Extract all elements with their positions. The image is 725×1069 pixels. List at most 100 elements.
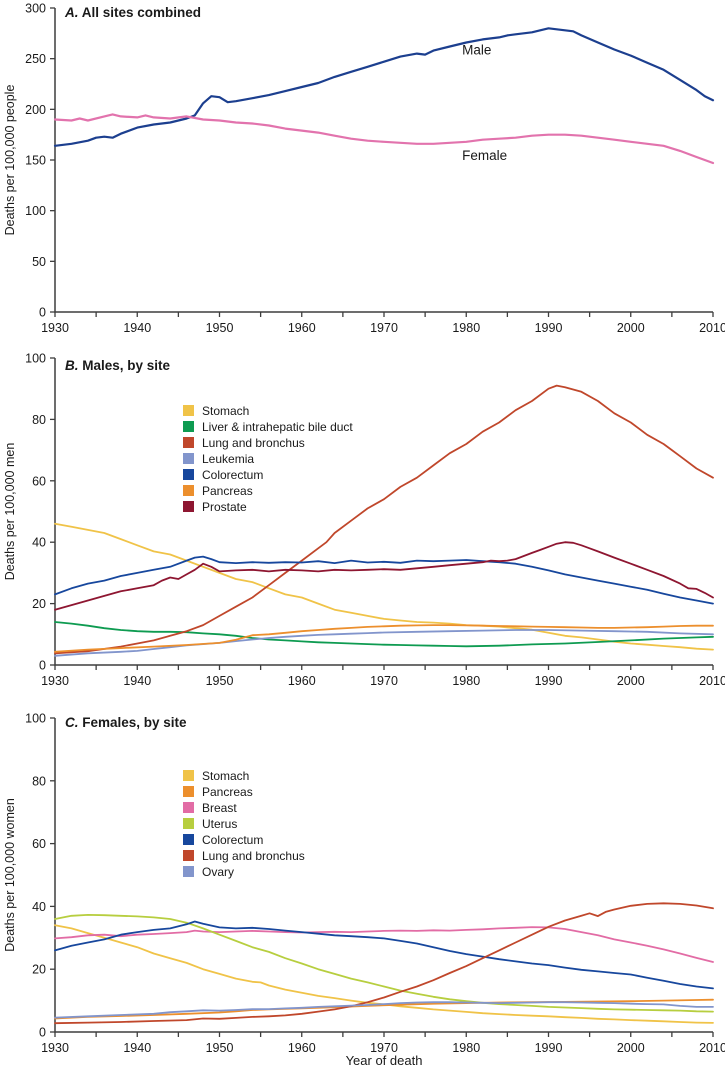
series-line-lung-and-bronchus xyxy=(54,902,714,1025)
y-axis-label: Deaths per 100,000 people xyxy=(3,85,17,236)
x-tick-label: 1960 xyxy=(288,321,316,335)
legend-label-lung-and-bronchus: Lung and bronchus xyxy=(202,849,305,863)
x-tick-label: 1940 xyxy=(123,321,151,335)
y-tick-label: 0 xyxy=(39,1026,46,1040)
y-tick-label: 20 xyxy=(32,963,46,977)
series-line-uterus xyxy=(54,913,714,1013)
x-tick-label: 1980 xyxy=(452,674,480,688)
y-tick-label: 300 xyxy=(25,2,46,16)
y-tick-label: 40 xyxy=(32,900,46,914)
legend-label-uterus: Uterus xyxy=(202,817,237,831)
y-axis-label: Deaths per 100,000 women xyxy=(3,798,17,952)
annotation-female: Female xyxy=(462,148,507,163)
legend-label-colorectum: Colorectum xyxy=(202,468,263,482)
legend-label-liver-intrahepatic-bile-duct: Liver & intrahepatic bile duct xyxy=(202,420,353,434)
x-tick-label: 2010 xyxy=(699,321,725,335)
x-tick-label: 1940 xyxy=(123,1041,151,1055)
legend-swatch-pancreas xyxy=(183,485,194,496)
y-axis-label: Deaths per 100,000 men xyxy=(3,443,17,581)
x-tick-label: 1940 xyxy=(123,674,151,688)
panel-c: 0 20 40 60 80 100 1930 1940 1950 1960 1970 1980 1990… xyxy=(0,700,725,1069)
series-line-leukemia xyxy=(54,629,714,657)
panel-a-chart: 0 50 100 150 200 250 300 1930 1940 1950 1960 1970 19… xyxy=(3,2,725,336)
x-tick-label: 2000 xyxy=(617,1041,645,1055)
legend-swatch-lung-and-bronchus xyxy=(183,437,194,448)
y-tick-label: 200 xyxy=(25,103,46,117)
y-tick-label: 20 xyxy=(32,597,46,611)
axes xyxy=(54,8,713,313)
y-tick-label: 0 xyxy=(39,306,46,320)
legend-swatch-stomach xyxy=(183,770,194,781)
legend-swatch-leukemia xyxy=(183,453,194,464)
x-tick-label: 2010 xyxy=(699,674,725,688)
legend-label-pancreas: Pancreas xyxy=(202,785,253,799)
panel-b-chart: 0 20 40 60 80 100 1930 1940 1950 1960 1970 1980 1990… xyxy=(3,352,725,689)
y-tick-label: 60 xyxy=(32,837,46,851)
x-tick-label: 1980 xyxy=(452,1041,480,1055)
panel-title: B. Males, by site xyxy=(65,358,171,373)
series-line-stomach xyxy=(54,522,714,651)
x-tick-label: 1990 xyxy=(535,321,563,335)
panel-a: 0 50 100 150 200 250 300 1930 1940 1950 1960 1970 19… xyxy=(0,0,725,345)
series-line-colorectum xyxy=(54,920,714,990)
series-line-ovary xyxy=(54,1001,714,1019)
x-tick-label: 1960 xyxy=(288,674,316,688)
y-tick-label: 150 xyxy=(25,154,46,168)
series-line-liver-intrahepatic-bile-duct xyxy=(54,621,714,648)
panel-title: A. All sites combined xyxy=(64,5,201,20)
series-line-prostate xyxy=(54,541,714,611)
axes xyxy=(54,718,713,1033)
legend-swatch-colorectum xyxy=(183,834,194,845)
legend-swatch-liver-intrahepatic-bile-duct xyxy=(183,421,194,432)
y-tick-label: 60 xyxy=(32,474,46,488)
x-axis-label: Year of death xyxy=(346,1053,423,1068)
x-tick-label: 1970 xyxy=(370,321,398,335)
x-tick-label: 2010 xyxy=(699,1041,725,1055)
series-line-pancreas xyxy=(54,624,714,653)
panel-title: C. Females, by site xyxy=(65,715,187,730)
legend-swatch-pancreas xyxy=(183,786,194,797)
legend-label-prostate: Prostate xyxy=(202,500,247,514)
legend-swatch-ovary xyxy=(183,866,194,877)
x-tick-label: 1990 xyxy=(535,1041,563,1055)
y-tick-label: 100 xyxy=(25,204,46,218)
panel-c-chart: 0 20 40 60 80 100 1930 1940 1950 1960 1970 1980 1990… xyxy=(3,712,725,1069)
x-tick-label: 1980 xyxy=(452,321,480,335)
x-tick-label: 1930 xyxy=(41,674,69,688)
legend-label-stomach: Stomach xyxy=(202,404,249,418)
y-tick-label: 80 xyxy=(32,774,46,788)
series-line-breast xyxy=(54,926,714,963)
legend-label-colorectum: Colorectum xyxy=(202,833,263,847)
x-tick-label: 1930 xyxy=(41,1041,69,1055)
x-tick-label: 1950 xyxy=(206,321,234,335)
x-tick-label: 1950 xyxy=(206,674,234,688)
y-tick-label: 50 xyxy=(32,255,46,269)
legend-swatch-stomach xyxy=(183,405,194,416)
x-tick-label: 1960 xyxy=(288,1041,316,1055)
legend-label-ovary: Ovary xyxy=(202,865,234,879)
annotation-male: Male xyxy=(462,43,491,58)
y-tick-label: 100 xyxy=(25,352,46,366)
legend-label-lung-and-bronchus: Lung and bronchus xyxy=(202,436,305,450)
x-tick-label: 1970 xyxy=(370,674,398,688)
x-tick-label: 1970 xyxy=(370,1041,398,1055)
series-line-colorectum xyxy=(54,555,714,605)
x-tick-label: 1990 xyxy=(535,674,563,688)
x-tick-label: 1930 xyxy=(41,321,69,335)
y-tick-label: 0 xyxy=(39,659,46,673)
legend-swatch-uterus xyxy=(183,818,194,829)
y-tick-label: 40 xyxy=(32,536,46,550)
legend-label-breast: Breast xyxy=(202,801,237,815)
legend-swatch-prostate xyxy=(183,501,194,512)
x-tick-label: 2000 xyxy=(617,674,645,688)
series-line-female xyxy=(53,113,715,165)
legend-label-leukemia: Leukemia xyxy=(202,452,254,466)
legend-label-pancreas: Pancreas xyxy=(202,484,253,498)
legend-swatch-colorectum xyxy=(183,469,194,480)
panel-b: 0 20 40 60 80 100 1930 1940 1950 1960 1970 1980 1990… xyxy=(0,345,725,700)
legend-swatch-lung-and-bronchus xyxy=(183,850,194,861)
y-tick-label: 250 xyxy=(25,52,46,66)
legend-label-stomach: Stomach xyxy=(202,769,249,783)
x-tick-label: 1950 xyxy=(206,1041,234,1055)
